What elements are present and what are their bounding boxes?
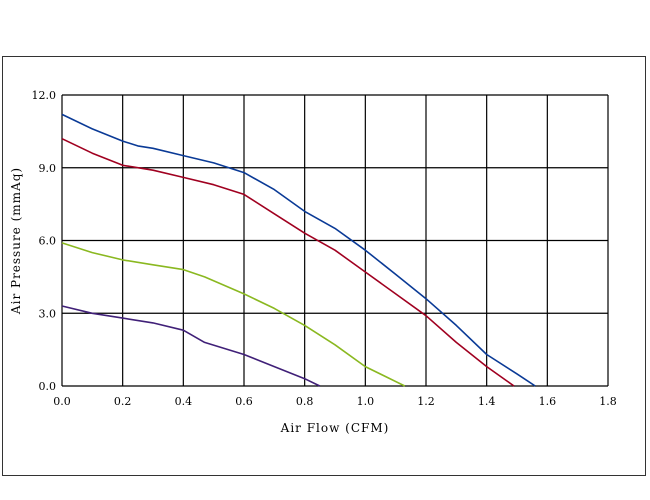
- x-tick-label: 0.6: [235, 395, 253, 408]
- x-tick-label: 1.4: [478, 395, 496, 408]
- y-axis-label: Air Pressure (mmAq): [9, 167, 23, 315]
- x-tick-label: 0.0: [53, 395, 71, 408]
- y-tick-label: 12.0: [32, 89, 57, 102]
- chart-frame: [2, 56, 646, 476]
- series-lines: [61, 113, 536, 387]
- y-tick-label: 3.0: [39, 307, 57, 320]
- x-tick-labels: 0.0 0.2 0.4 0.6 0.8 1.0 1.2 1.4 1.6 1.8: [53, 395, 617, 408]
- x-tick-label: 1.0: [357, 395, 375, 408]
- x-tick-label: 1.8: [599, 395, 617, 408]
- series-line-1: [61, 113, 536, 387]
- x-tick-label: 0.8: [296, 395, 314, 408]
- series-line-2: [61, 137, 515, 387]
- y-tick-label: 9.0: [39, 162, 57, 175]
- series-line-3: [61, 242, 406, 387]
- grid: [61, 94, 609, 387]
- x-tick-label: 1.6: [539, 395, 557, 408]
- x-axis-label: Air Flow (CFM): [280, 421, 390, 435]
- y-tick-label: 6.0: [39, 235, 57, 248]
- x-tick-label: 0.2: [114, 395, 132, 408]
- x-tick-label: 1.2: [417, 395, 435, 408]
- y-tick-label: 0.0: [39, 380, 57, 393]
- series-line-4: [61, 305, 321, 387]
- x-tick-label: 0.4: [175, 395, 193, 408]
- y-tick-labels: 0.0 3.0 6.0 9.0 12.0: [32, 89, 57, 393]
